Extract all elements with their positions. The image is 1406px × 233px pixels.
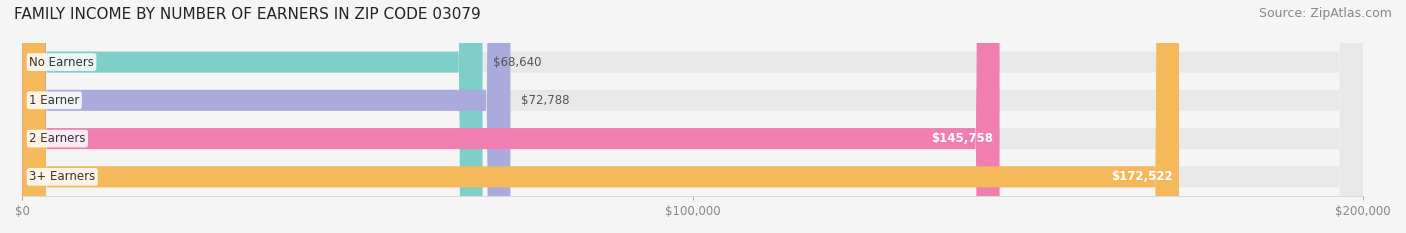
FancyBboxPatch shape	[22, 0, 1364, 233]
FancyBboxPatch shape	[22, 0, 1364, 233]
FancyBboxPatch shape	[22, 0, 1364, 233]
Text: 2 Earners: 2 Earners	[30, 132, 86, 145]
FancyBboxPatch shape	[22, 0, 482, 233]
Text: 3+ Earners: 3+ Earners	[30, 170, 96, 183]
Text: FAMILY INCOME BY NUMBER OF EARNERS IN ZIP CODE 03079: FAMILY INCOME BY NUMBER OF EARNERS IN ZI…	[14, 7, 481, 22]
FancyBboxPatch shape	[22, 0, 1364, 233]
Text: 1 Earner: 1 Earner	[30, 94, 80, 107]
Text: Source: ZipAtlas.com: Source: ZipAtlas.com	[1258, 7, 1392, 20]
Text: $72,788: $72,788	[522, 94, 569, 107]
Text: $68,640: $68,640	[494, 56, 541, 69]
Text: $145,758: $145,758	[931, 132, 993, 145]
FancyBboxPatch shape	[22, 0, 510, 233]
Text: No Earners: No Earners	[30, 56, 94, 69]
Text: $172,522: $172,522	[1111, 170, 1173, 183]
FancyBboxPatch shape	[22, 0, 1180, 233]
FancyBboxPatch shape	[22, 0, 1000, 233]
